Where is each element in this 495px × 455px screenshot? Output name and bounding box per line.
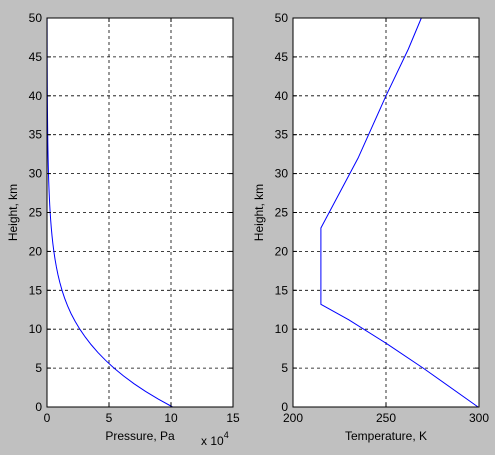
- y-tick-label: 15: [275, 283, 289, 297]
- tick-group: 0 5 10 15 0 5 10 15 20 25 30 35 40 45 50: [29, 11, 240, 425]
- y-axis-label: Height, km: [252, 184, 266, 241]
- y-tick-label: 10: [275, 322, 289, 336]
- y-tick-label: 15: [29, 283, 43, 297]
- y-tick-label: 40: [29, 89, 43, 103]
- y-tick-label: 20: [275, 244, 289, 258]
- y-tick-label: 45: [29, 50, 43, 64]
- x-tick-label: 10: [164, 411, 178, 425]
- x-tick-label: 5: [106, 411, 113, 425]
- series-line: [320, 17, 479, 408]
- y-tick-label: 20: [29, 244, 43, 258]
- tick-group: 200 250 300 0 5 10 15 20 25 30 35 40 45 50: [275, 11, 490, 425]
- y-tick-label: 40: [275, 89, 289, 103]
- x-exponent-label: x 104: [201, 430, 229, 448]
- x-exponent-power: 4: [224, 430, 229, 440]
- y-tick-label: 35: [275, 128, 289, 142]
- y-tick-label: 25: [275, 206, 289, 220]
- y-tick-label: 5: [35, 361, 42, 375]
- axes-temperature: 200 250 300 0 5 10 15 20 25 30 35 40 45 50 Temperatur…: [252, 11, 489, 443]
- y-tick-label: 25: [29, 206, 43, 220]
- y-axis-label: Height, km: [6, 184, 20, 241]
- y-tick-label: 30: [29, 167, 43, 181]
- x-tick-label: 0: [44, 411, 51, 425]
- y-tick-label: 45: [275, 50, 289, 64]
- y-tick-label: 5: [281, 361, 288, 375]
- x-tick-label: 200: [283, 411, 303, 425]
- x-tick-label: 250: [376, 411, 396, 425]
- series-group: [320, 17, 479, 408]
- y-tick-label: 50: [275, 11, 289, 25]
- x-axis-label: Temperature, K: [345, 429, 427, 443]
- x-axis-label: Pressure, Pa: [105, 429, 175, 443]
- y-tick-label: 35: [29, 128, 43, 142]
- grid-lines: [47, 18, 233, 407]
- y-tick-label: 0: [35, 400, 42, 414]
- x-tick-label: 15: [226, 411, 240, 425]
- x-exponent-base: x 10: [201, 434, 224, 448]
- y-tick-label: 10: [29, 322, 43, 336]
- x-tick-label: 300: [469, 411, 489, 425]
- y-tick-label: 30: [275, 167, 289, 181]
- y-tick-label: 0: [281, 400, 288, 414]
- y-tick-label: 50: [29, 11, 43, 25]
